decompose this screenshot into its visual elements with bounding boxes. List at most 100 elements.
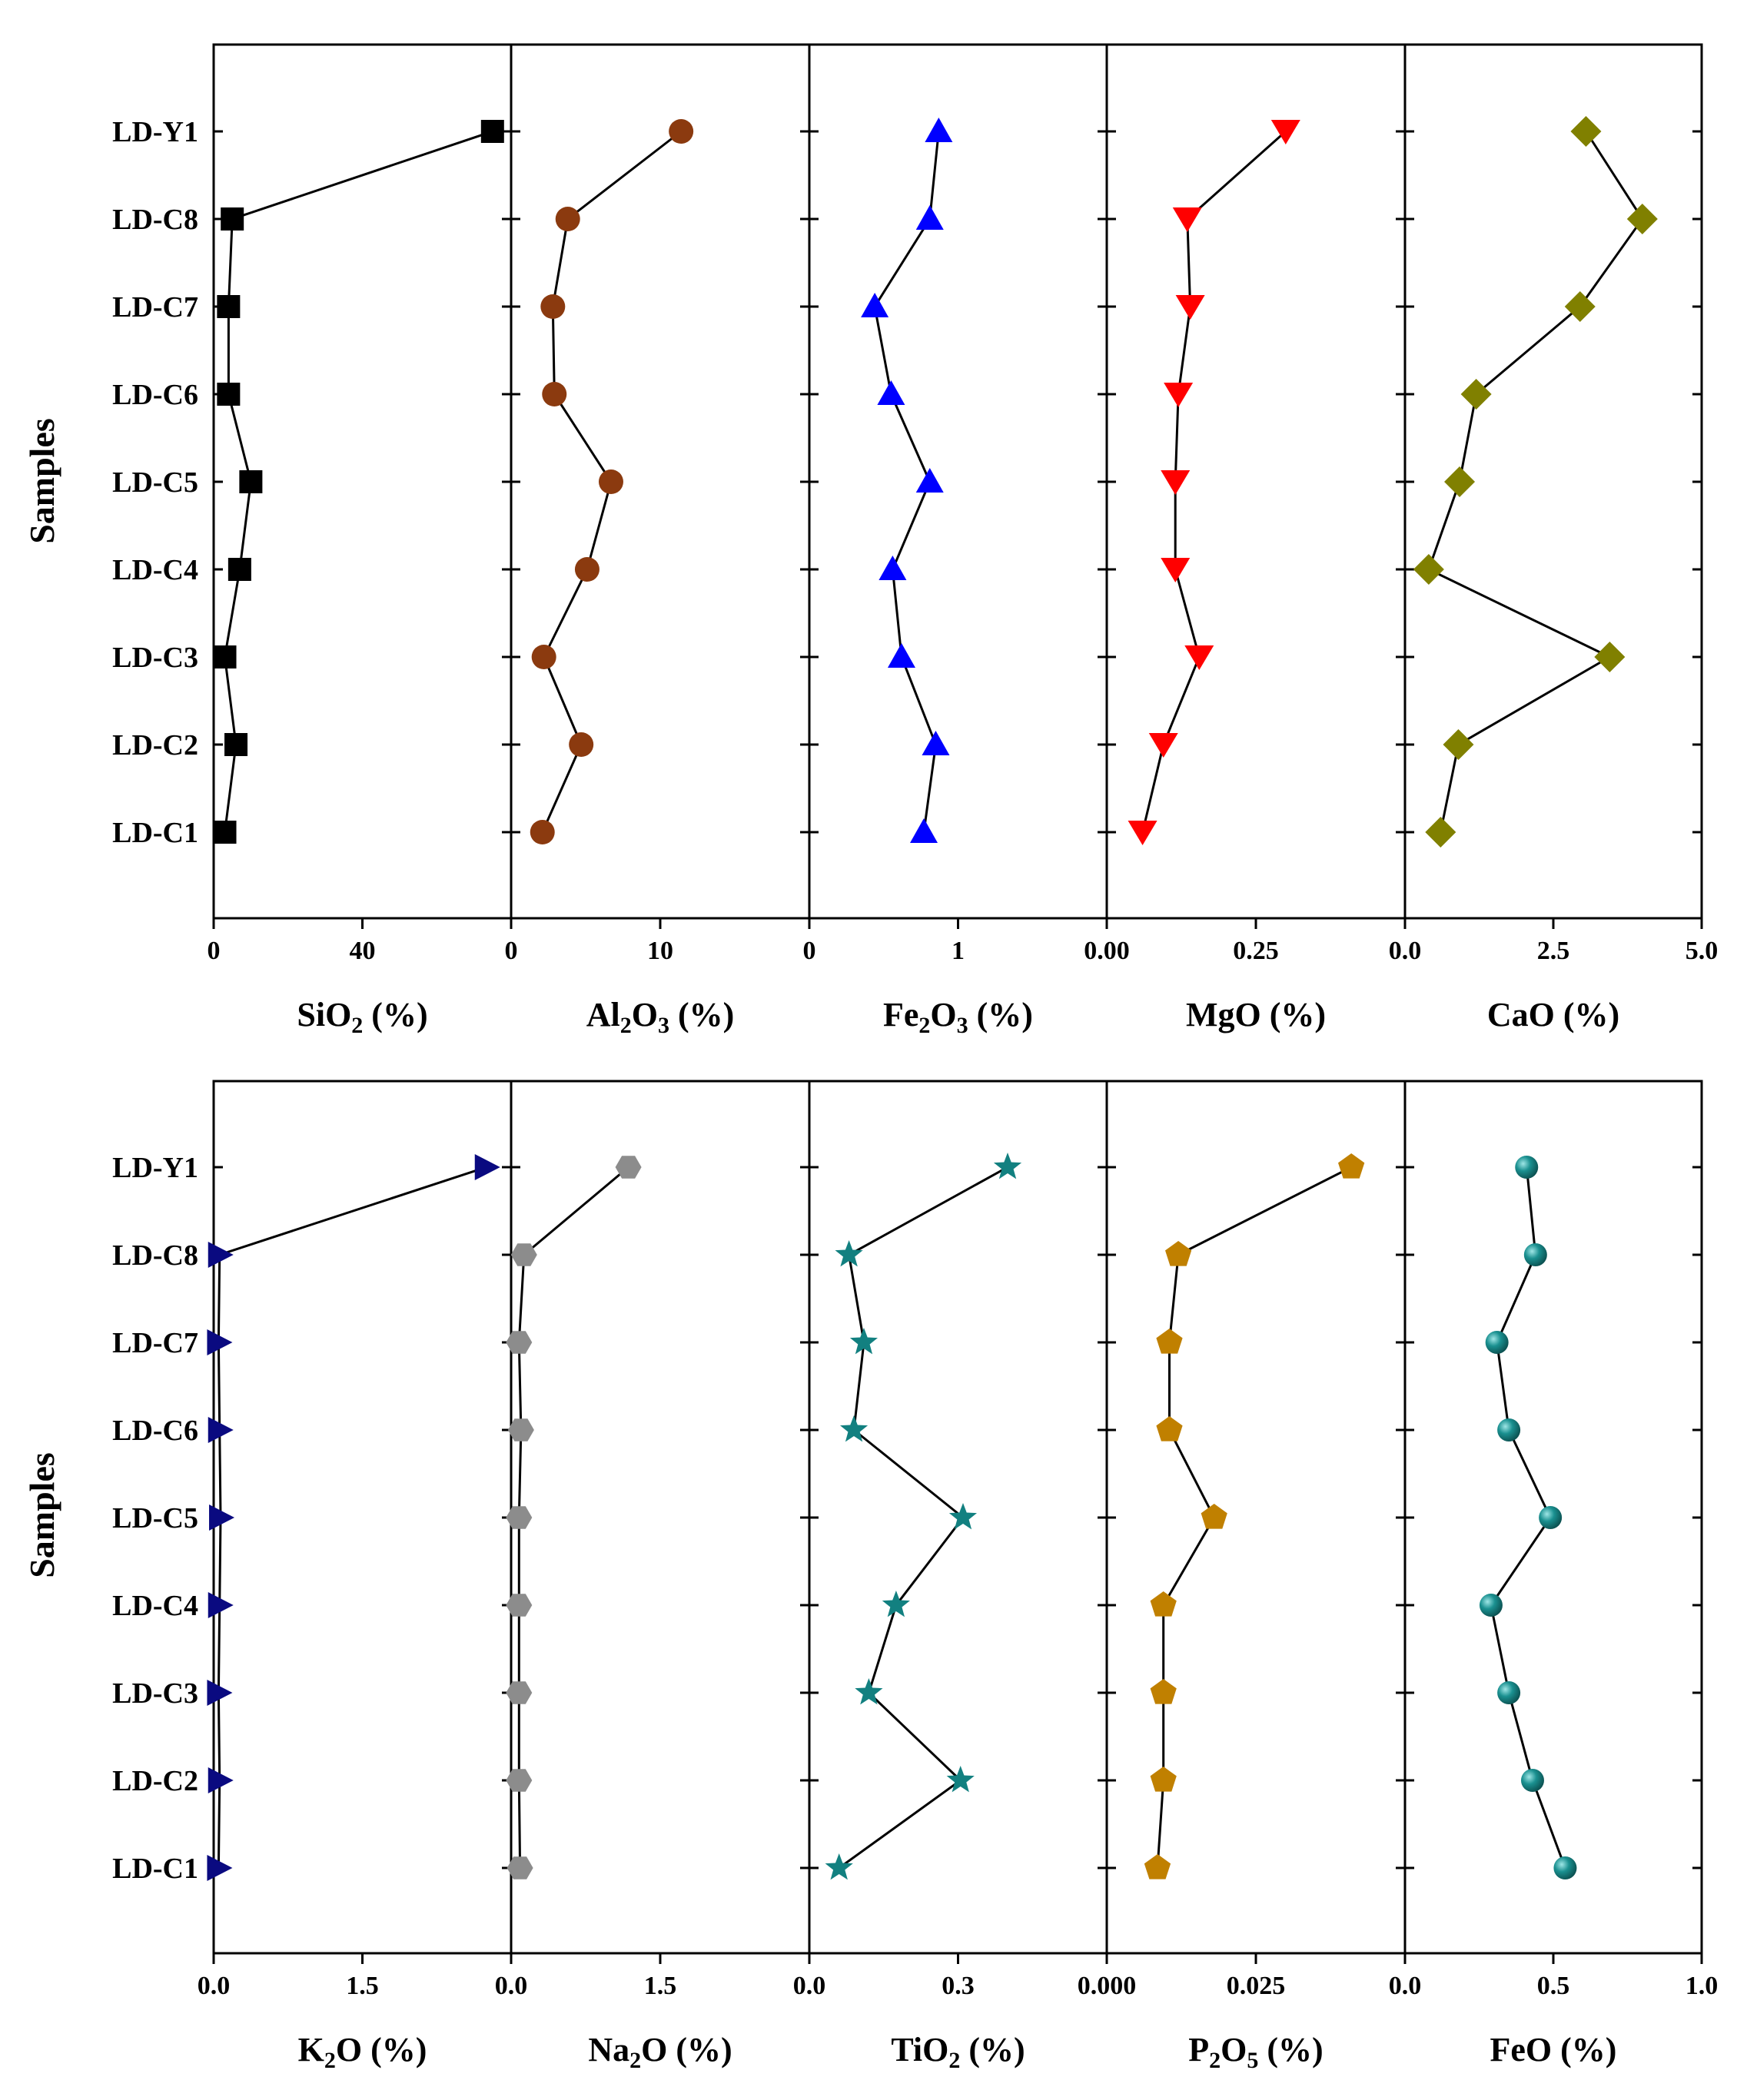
y-tick-label: LD-C7	[112, 1327, 198, 1359]
x-tick-label: 10	[647, 937, 673, 965]
data-point-K2O-LD-C5	[209, 1505, 235, 1531]
data-point-TiO2-LD-C1	[825, 1853, 853, 1880]
subplot-MgO: 0.00 0.25	[1084, 120, 1405, 965]
data-point-Na2O-LD-C4	[506, 1594, 533, 1617]
series-line-P2O5	[1156, 1166, 1352, 1869]
subplot-SiO2: 0 40	[208, 120, 511, 965]
data-point-MgO-LD-C3	[1184, 645, 1214, 670]
data-point-Fe2O3-LD-C7	[861, 293, 889, 317]
x-tick-label: 0.25	[1233, 937, 1279, 965]
data-point-MgO-LD-C7	[1175, 295, 1205, 320]
data-point-Fe2O3-LD-C1	[909, 818, 938, 843]
data-point-SiO2-LD-C7	[217, 295, 241, 318]
x-tick-label: 0.0	[495, 1972, 528, 2000]
data-point-CaO-LD-C3	[1594, 642, 1626, 672]
data-point-K2O-LD-Y1	[474, 1154, 500, 1180]
data-point-Al2O3-LD-C3	[531, 645, 556, 669]
x-tick-label: 0.5	[1537, 1972, 1570, 2000]
data-point-TiO2-LD-C8	[835, 1240, 863, 1267]
data-point-MgO-LD-C1	[1128, 821, 1157, 845]
series-line-MgO	[1141, 130, 1287, 833]
y-tick-label: LD-C1	[112, 1853, 198, 1885]
data-point-MgO-LD-C6	[1164, 383, 1194, 407]
series-line-TiO2	[838, 1166, 1008, 1869]
data-point-K2O-LD-C7	[207, 1329, 233, 1355]
y-tick-label: LD-C5	[112, 466, 198, 499]
data-point-Al2O3-LD-C2	[569, 732, 594, 757]
y-axis-title: Samples	[22, 1452, 61, 1578]
data-point-K2O-LD-C2	[208, 1767, 234, 1793]
data-point-FeO-LD-C2	[1520, 1769, 1544, 1792]
x-tick-label: 0.0	[198, 1972, 231, 2000]
y-tick-label: LD-C3	[112, 642, 198, 674]
data-point-K2O-LD-C6	[208, 1417, 234, 1443]
x-tick-label: 0	[803, 937, 816, 965]
x-tick-label: 1.5	[346, 1972, 379, 2000]
data-point-TiO2-LD-C2	[946, 1766, 975, 1793]
data-point-MgO-LD-Y1	[1270, 120, 1300, 144]
data-point-FeO-LD-C5	[1539, 1506, 1563, 1529]
data-point-Fe2O3-LD-C3	[887, 643, 915, 668]
plot-frame	[212, 43, 1703, 920]
data-point-K2O-LD-C3	[207, 1680, 233, 1706]
data-point-Al2O3-LD-C4	[574, 557, 600, 582]
data-point-K2O-LD-C1	[207, 1855, 233, 1881]
x-tick-label: 0.0	[1389, 937, 1422, 965]
data-point-K2O-LD-C8	[208, 1242, 234, 1268]
x-tick-label: 1.0	[1686, 1972, 1719, 2000]
data-point-CaO-LD-C4	[1413, 554, 1444, 585]
panel-row-2: LD-C1 LD-C2 LD-C3 LD-C4 LD-C5 LD-C6 LD-C7 LD-C8…	[22, 1080, 1719, 2000]
data-point-P2O5-LD-C7	[1156, 1329, 1183, 1354]
subplot-Na2O: 0.0 1.5	[495, 1156, 809, 2000]
data-point-SiO2-LD-C8	[221, 207, 244, 231]
data-point-Na2O-LD-C7	[506, 1331, 533, 1354]
data-point-SiO2-LD-C5	[239, 470, 263, 493]
data-point-TiO2-LD-C6	[840, 1415, 869, 1442]
data-point-MgO-LD-C4	[1161, 558, 1191, 582]
data-point-Na2O-LD-C5	[506, 1506, 533, 1529]
subplot-FeO: 0.0 0.5 1.0	[1389, 1156, 1719, 2000]
x-axis-title-Al2O3: Al2O3 (%)	[586, 996, 735, 1038]
data-point-Al2O3-LD-C5	[598, 469, 623, 494]
y-tick-label: LD-C7	[112, 291, 198, 323]
data-point-SiO2-LD-Y1	[480, 120, 504, 143]
x-tick-label: 1.5	[644, 1972, 677, 2000]
data-point-CaO-LD-C1	[1425, 817, 1456, 848]
subplot-P2O5: 0.000 0.025	[1078, 1153, 1405, 2000]
data-point-FeO-LD-C7	[1485, 1331, 1509, 1354]
data-point-Al2O3-LD-C6	[542, 382, 567, 406]
data-point-Al2O3-LD-Y1	[669, 119, 694, 144]
x-tick-label: 0.000	[1078, 1972, 1137, 2000]
data-point-K2O-LD-C4	[208, 1592, 234, 1618]
data-point-FeO-LD-C1	[1553, 1856, 1577, 1879]
data-point-Na2O-LD-C2	[506, 1769, 533, 1792]
data-point-TiO2-LD-C7	[849, 1328, 878, 1355]
data-point-FeO-LD-C4	[1479, 1594, 1503, 1617]
data-point-Na2O-LD-C6	[507, 1418, 534, 1441]
y-tick-label: LD-Y1	[112, 116, 198, 148]
data-point-P2O5-LD-C3	[1150, 1679, 1177, 1704]
data-point-SiO2-LD-C2	[224, 733, 248, 756]
data-point-P2O5-LD-C2	[1150, 1767, 1177, 1792]
x-tick-label: 5.0	[1686, 937, 1719, 965]
series-line-K2O	[217, 1166, 487, 1869]
panel-row-1: LD-C1 LD-C2 LD-C3 LD-C4 LD-C5 LD-C6 LD-C7 LD-C8…	[22, 43, 1719, 965]
data-point-SiO2-LD-C3	[213, 645, 237, 668]
x-tick-label: 0.0	[1389, 1972, 1422, 2000]
data-point-P2O5-LD-Y1	[1338, 1153, 1365, 1179]
data-point-P2O5-LD-C6	[1156, 1416, 1183, 1441]
subplot-CaO: 0.0 2.5 5.0	[1389, 116, 1719, 965]
data-point-MgO-LD-C2	[1148, 733, 1178, 758]
data-point-Al2O3-LD-C8	[555, 207, 580, 231]
data-point-Al2O3-LD-C1	[530, 820, 555, 844]
data-point-SiO2-LD-C6	[217, 383, 241, 406]
data-point-Na2O-LD-C3	[506, 1681, 533, 1704]
y-tick-label: LD-Y1	[112, 1152, 198, 1184]
y-tick-label: LD-C2	[112, 729, 198, 761]
y-tick-label: LD-C8	[112, 204, 198, 236]
x-tick-label: 2.5	[1537, 937, 1570, 965]
data-point-FeO-LD-C8	[1523, 1243, 1547, 1266]
x-tick-label: 0.00	[1084, 937, 1130, 965]
x-tick-label: 0	[505, 937, 518, 965]
